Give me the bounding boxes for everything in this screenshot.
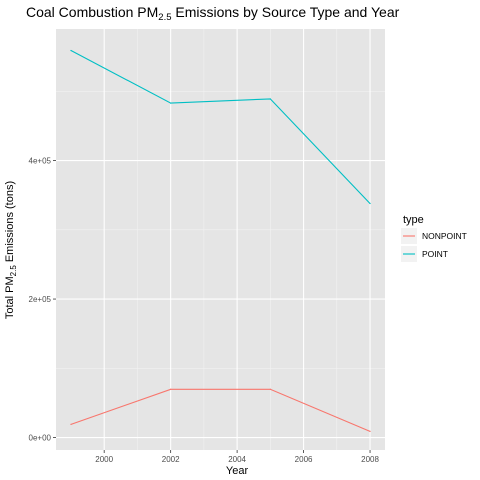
- series-point-point: [269, 98, 271, 100]
- y-axis: 0e+00 2e+05 4e+05: [29, 157, 56, 443]
- plot-panel: [56, 29, 385, 450]
- x-tick-label: 2002: [162, 455, 180, 464]
- x-tick-label: 2006: [295, 455, 313, 464]
- series-line-point: [70, 50, 371, 204]
- legend-item-nonpoint: NONPOINT: [401, 228, 467, 244]
- major-gridlines: [56, 29, 385, 450]
- y-tick-label: 0e+00: [29, 434, 52, 443]
- series-point-point: [70, 49, 72, 52]
- legend-item-point: POINT: [401, 246, 448, 262]
- legend-title: type: [403, 214, 424, 226]
- series-point-point: [170, 102, 172, 104]
- legend: type NONPOINT POINT: [401, 214, 467, 262]
- chart-title: Coal Combustion PM2.5 Emissions by Sourc…: [26, 4, 400, 23]
- x-tick-label: 2000: [95, 455, 113, 464]
- series-lines: [70, 49, 371, 432]
- x-axis-title: Year: [226, 465, 249, 477]
- series-point-point: [369, 202, 371, 205]
- y-axis-title: Total PM2.5 Emissions (tons): [4, 181, 18, 319]
- series-point-nonpoint: [70, 423, 72, 425]
- x-tick-label: 2004: [228, 455, 246, 464]
- x-axis: 2000 2002 2004 2006 2008: [95, 450, 379, 464]
- series-line-nonpoint: [70, 388, 371, 432]
- series-point-nonpoint: [269, 388, 271, 390]
- y-tick-label: 2e+05: [29, 295, 52, 304]
- legend-label: NONPOINT: [422, 231, 467, 241]
- series-point-nonpoint: [369, 430, 371, 432]
- legend-label: POINT: [422, 249, 448, 259]
- x-tick-label: 2008: [361, 455, 379, 464]
- y-tick-label: 4e+05: [29, 157, 52, 166]
- series-point-nonpoint: [170, 388, 172, 390]
